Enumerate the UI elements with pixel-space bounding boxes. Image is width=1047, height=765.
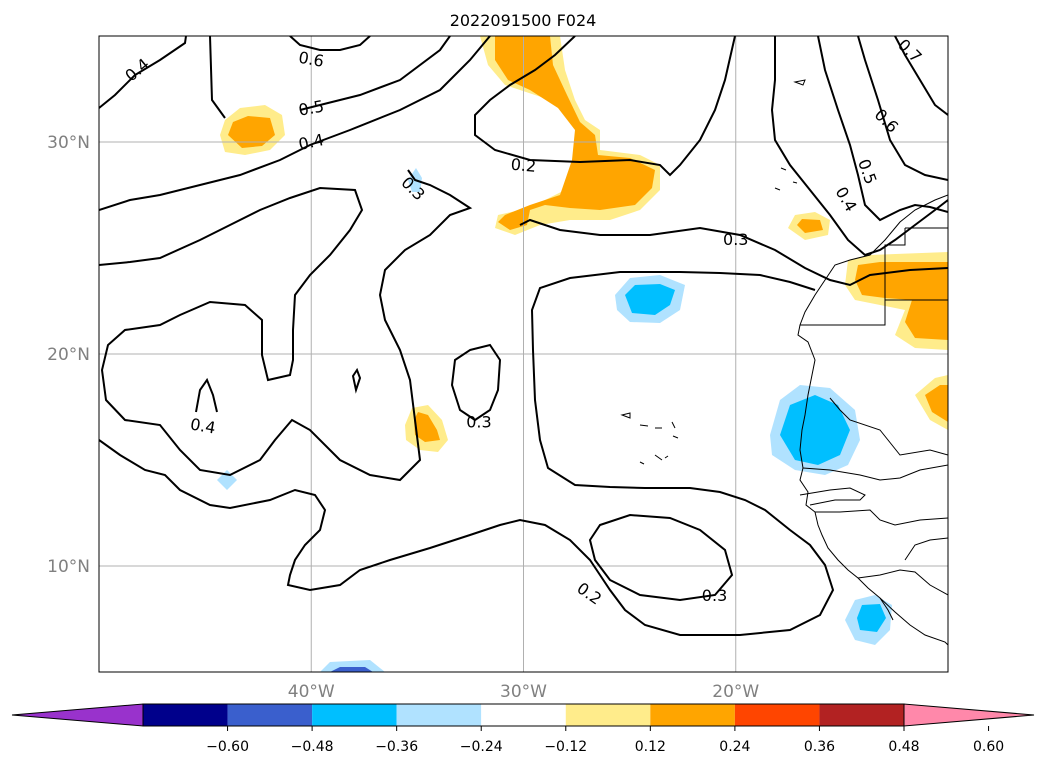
contour-line	[99, 169, 473, 482]
colorbar-swatch	[565, 704, 651, 726]
country-border	[799, 487, 866, 506]
contour-lines	[99, 36, 948, 636]
contour-line	[894, 36, 948, 116]
island	[793, 79, 806, 86]
colorbar-swatch	[396, 704, 482, 726]
y-axis-tick-labels: 30°N 20°N 10°N	[47, 133, 90, 577]
colorbar-swatch	[734, 704, 820, 726]
contour-line	[99, 271, 835, 636]
positive-anomaly-region	[788, 212, 830, 240]
island	[620, 412, 679, 465]
x-tick-label: 20°W	[712, 682, 759, 702]
coastline	[620, 79, 948, 646]
contour-line	[857, 36, 948, 181]
negative-anomaly-region	[320, 660, 385, 672]
x-tick-label: 30°W	[500, 682, 547, 702]
country-border	[857, 569, 948, 596]
colorbar-swatch	[481, 704, 566, 726]
colorbar-swatch	[819, 704, 904, 726]
positive-anomaly-region	[480, 36, 660, 235]
colorbar-swatch	[143, 704, 228, 726]
contour-line	[474, 36, 736, 177]
contour-label: 0.2	[510, 155, 537, 176]
positive-anomaly-region	[845, 252, 948, 350]
colorbar-tick-label: −0.36	[375, 739, 418, 755]
anomaly-shading	[217, 36, 948, 672]
country-border	[815, 509, 948, 526]
colorbar-tick-label: −0.24	[460, 739, 503, 755]
colorbar-swatch	[227, 704, 313, 726]
chart-title: 2022091500 F024	[450, 11, 597, 30]
positive-anomaly-region	[915, 375, 948, 430]
contour-line	[195, 377, 218, 413]
contour-line	[351, 367, 362, 394]
contour-line	[817, 36, 948, 222]
colorbar: −0.60 −0.48 −0.36 −0.24 −0.12 0.12 0.24 0.36 0.4…	[11, 703, 1035, 755]
y-tick-label: 10°N	[47, 557, 90, 577]
colorbar-tick-label: −0.12	[544, 739, 587, 755]
x-tick-label: 40°W	[288, 682, 335, 702]
contour-line	[299, 36, 451, 111]
contour-label: 0.3	[466, 412, 491, 431]
graticule	[99, 36, 948, 672]
positive-anomaly-region	[405, 405, 448, 452]
map-frame	[98, 35, 949, 673]
x-axis-tick-labels: 40°W 30°W 20°W	[288, 682, 760, 702]
contour-line	[770, 36, 948, 257]
negative-anomaly-region	[615, 275, 685, 323]
colorbar-tick-label: 0.36	[804, 739, 835, 755]
colorbar-tick-label: 0.60	[973, 739, 1004, 755]
africa-coastline	[797, 194, 948, 646]
contour-label: 0.3	[702, 586, 727, 605]
contour-line	[209, 36, 226, 119]
contour-line	[519, 218, 948, 287]
y-tick-label: 20°N	[47, 345, 90, 365]
contour-line	[289, 36, 371, 51]
contour-label: 0.4	[297, 130, 326, 154]
country-border	[879, 537, 948, 621]
contour-label: 0.6	[297, 48, 325, 71]
colorbar-tick-label: −0.48	[291, 739, 334, 755]
contour-line	[450, 343, 502, 422]
colorbar-tick-label: −0.60	[206, 739, 249, 755]
colorbar-tick-label: 0.48	[888, 739, 919, 755]
contour-line	[99, 36, 491, 211]
y-tick-label: 30°N	[47, 133, 90, 153]
colorbar-swatch	[650, 704, 735, 726]
country-border	[802, 464, 948, 481]
colorbar-swatch	[312, 704, 397, 726]
country-border	[884, 299, 948, 325]
negative-anomaly-region	[845, 595, 892, 645]
colorbar-frame	[142, 703, 905, 727]
contour-line	[99, 36, 187, 109]
contour-label: 0.3	[723, 230, 748, 249]
colorbar-tick-label: 0.24	[719, 739, 750, 755]
colorbar-tick-label: 0.12	[635, 739, 666, 755]
contour-label: 0.4	[189, 415, 217, 438]
island	[774, 167, 798, 191]
colorbar-extend-high	[903, 703, 1035, 727]
contour-label: 0.5	[297, 97, 325, 120]
country-border	[829, 397, 948, 456]
contour-line	[588, 513, 734, 602]
map-plot-area: 0.4 0.60.50.40.30.20.30.70.60.50.40.4 0.30…	[98, 35, 949, 673]
colorbar-extend-low	[11, 703, 144, 727]
